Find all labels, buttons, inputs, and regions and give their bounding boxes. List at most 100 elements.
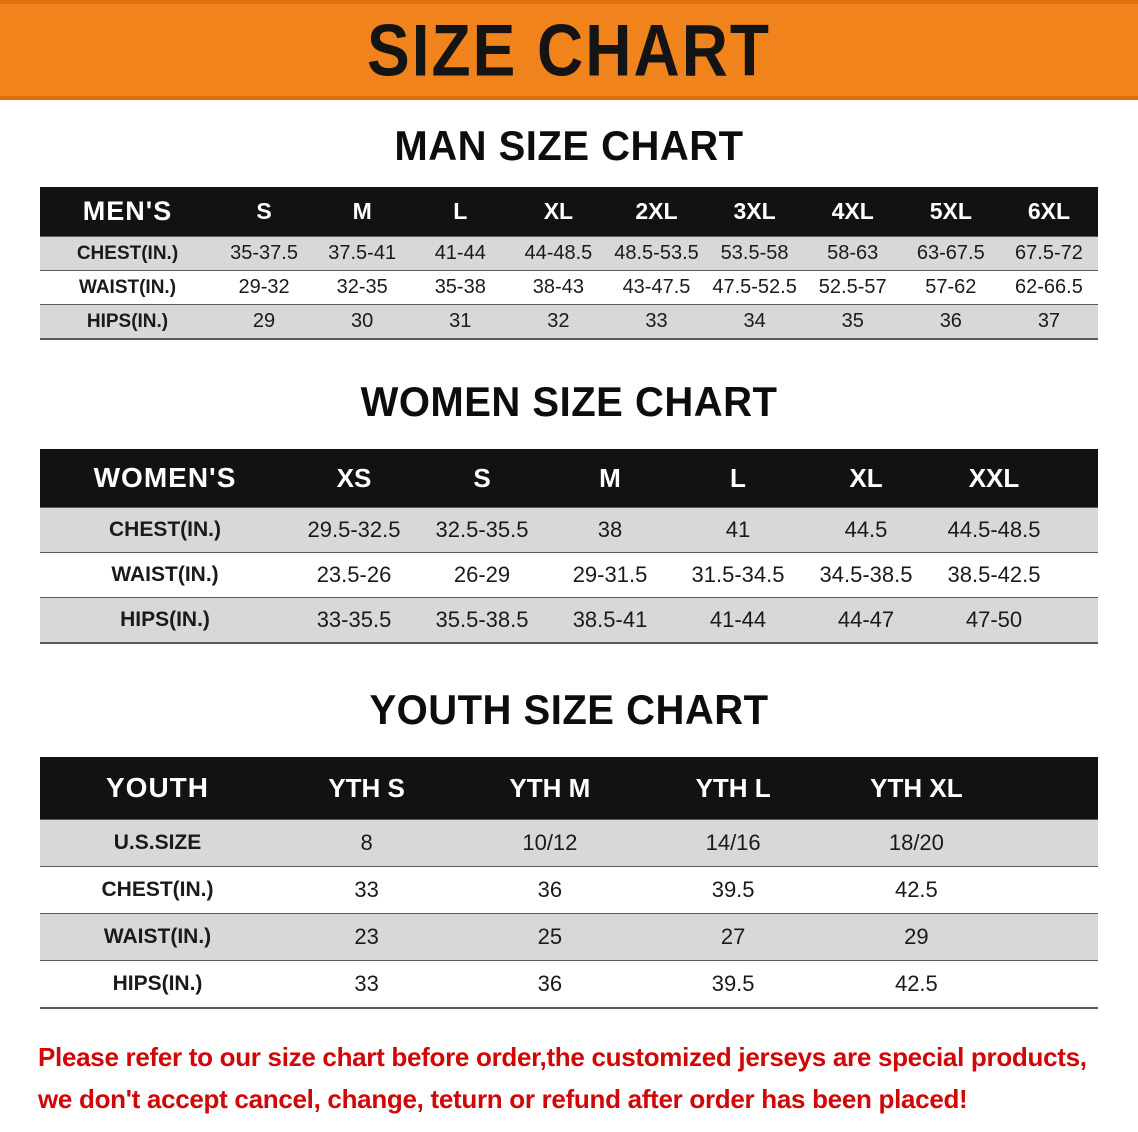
table-head: YOUTH YTH S YTH M YTH L YTH XL	[40, 757, 1098, 820]
size-column-header: YTH M	[509, 772, 591, 803]
disclaimer-line-1: Please refer to our size chart before or…	[38, 1042, 1087, 1072]
size-column-header: 4XL	[831, 198, 874, 224]
size-value-cell: 29	[904, 924, 929, 949]
size-value-cell: 34.5-38.5	[819, 562, 913, 587]
size-value-cell: 47-50	[965, 607, 1023, 632]
size-value-cell: 44.5-48.5	[947, 517, 1041, 542]
size-column-header: M	[352, 198, 372, 224]
size-column-header: L	[453, 198, 468, 224]
size-value-cell: 44-48.5	[524, 242, 593, 264]
size-value-cell: 38	[597, 517, 623, 542]
size-value-cell: 32.5-35.5	[435, 517, 529, 542]
size-value-cell: 47.5-52.5	[712, 276, 797, 298]
section-women: WOMEN SIZE CHART WOMEN'S XS S M L XL XXL CHEST(…	[0, 340, 1138, 644]
size-value-cell: 30	[351, 310, 374, 332]
spacer-cell	[1008, 867, 1098, 914]
size-value-cell: 31	[449, 310, 472, 332]
size-value-cell: 29	[252, 310, 276, 332]
spacer-cell	[1008, 914, 1098, 961]
size-value-cell: 34	[743, 310, 766, 332]
size-value-cell: 26-29	[453, 562, 511, 587]
row-label: CHEST(IN.)	[76, 242, 179, 264]
size-value-cell: 23	[354, 924, 379, 949]
size-value-cell: 36	[537, 971, 563, 996]
row-label: U.S.SIZE	[113, 831, 202, 854]
table-head: WOMEN'S XS S M L XL XXL	[40, 449, 1098, 508]
table-row: WAIST(IN.) 23.5-26 26-29 29-31.5 31.5-34.5 34…	[40, 552, 1098, 598]
size-value-cell: 57-62	[925, 276, 977, 298]
youth-size-table: YOUTH YTH S YTH M YTH L YTH XL U.S.SIZE 8 10/12…	[40, 757, 1098, 1009]
size-value-cell: 63-67.5	[916, 242, 985, 264]
size-value-cell: 43-47.5	[622, 276, 691, 298]
size-value-cell: 33	[354, 971, 379, 996]
size-value-cell: 38-43	[532, 276, 584, 298]
size-value-cell: 41-44	[709, 607, 767, 632]
size-value-cell: 62-66.5	[1015, 276, 1083, 298]
table-title-cell: WOMEN'S	[93, 462, 237, 493]
table-body: CHEST(IN.) 29.5-32.5 32.5-35.5 38 41 44.5 44.5…	[40, 507, 1098, 643]
size-column-header: 3XL	[733, 198, 776, 224]
section-youth: YOUTH SIZE CHART YOUTH YTH S YTH M YTH L YTH…	[0, 644, 1138, 1009]
row-label: HIPS(IN.)	[120, 608, 210, 631]
banner-title: SIZE CHART	[367, 8, 771, 92]
size-value-cell: 38.5-42.5	[947, 562, 1041, 587]
size-value-cell: 33	[645, 310, 668, 332]
section-heading-men: MAN SIZE CHART	[394, 123, 744, 170]
table-row: HIPS(IN.) 33-35.5 35.5-38.5 38.5-41 41-44 44-…	[40, 597, 1098, 643]
size-column-header: XL	[543, 198, 574, 224]
row-label: WAIST(IN.)	[78, 276, 177, 298]
size-column-header: 2XL	[635, 198, 678, 224]
table-row: CHEST(IN.) 35-37.5 37.5-41 41-44 44-48.5 48.5…	[40, 236, 1098, 271]
table-title-cell: MEN'S	[82, 196, 173, 226]
banner: SIZE CHART	[0, 0, 1138, 100]
size-column-header: 5XL	[929, 198, 972, 224]
size-value-cell: 35	[841, 310, 864, 332]
size-value-cell: 32-35	[336, 276, 388, 298]
size-value-cell: 23.5-26	[316, 562, 392, 587]
section-men: MAN SIZE CHART MEN'S S M L XL 2XL 3XL 4XL 5XL 6XL…	[0, 100, 1138, 340]
size-column-header: YTH L	[695, 772, 771, 803]
size-value-cell: 33	[354, 877, 379, 902]
size-value-cell: 36	[537, 877, 563, 902]
size-value-cell: 41	[725, 517, 751, 542]
size-column-header: S	[256, 198, 272, 224]
size-value-cell: 31.5-34.5	[691, 562, 785, 587]
size-value-cell: 36	[939, 310, 962, 332]
size-column-header: XS	[336, 462, 372, 493]
spacer-cell	[1008, 961, 1098, 1009]
row-label: HIPS(IN.)	[112, 972, 203, 995]
size-value-cell: 29.5-32.5	[307, 517, 401, 542]
size-value-cell: 38.5-41	[572, 607, 648, 632]
size-value-cell: 42.5	[894, 971, 938, 996]
size-column-header: YTH XL	[870, 772, 963, 803]
size-value-cell: 14/16	[705, 830, 761, 855]
size-value-cell: 8	[360, 830, 373, 855]
size-value-cell: 35-38	[434, 276, 486, 298]
size-value-cell: 44.5	[844, 517, 888, 542]
size-value-cell: 53.5-58	[720, 242, 789, 264]
size-value-cell: 29-31.5	[572, 562, 648, 587]
table-row: WAIST(IN.) 23 25 27 29	[40, 913, 1098, 961]
table-row: WAIST(IN.) 29-32 32-35 35-38 38-43 43-47.5 47.…	[40, 270, 1098, 305]
table-header-row: WOMEN'S XS S M L XL XXL	[40, 449, 1098, 508]
spacer-cell	[1008, 820, 1098, 867]
size-value-cell: 58-63	[827, 242, 879, 264]
size-value-cell: 39.5	[711, 971, 755, 996]
size-column-header: M	[599, 462, 621, 493]
size-value-cell: 39.5	[711, 877, 755, 902]
row-label: WAIST(IN.)	[111, 563, 219, 586]
table-header-row: MEN'S S M L XL 2XL 3XL 4XL 5XL 6XL	[40, 187, 1098, 237]
size-column-header: L	[730, 462, 746, 493]
size-value-cell: 48.5-53.5	[614, 242, 699, 264]
size-value-cell: 42.5	[894, 877, 938, 902]
size-value-cell: 10/12	[522, 830, 578, 855]
size-value-cell: 32	[547, 310, 570, 332]
size-value-cell: 41-44	[434, 242, 486, 264]
row-label: CHEST(IN.)	[109, 518, 221, 541]
size-value-cell: 67.5-72	[1015, 242, 1083, 264]
table-row: HIPS(IN.) 29 30 31 32 33 34 35 36 37	[40, 304, 1098, 339]
size-value-cell: 44-47	[837, 607, 895, 632]
table-row: CHEST(IN.) 29.5-32.5 32.5-35.5 38 41 44.5 44.5…	[40, 507, 1098, 553]
spacer-cell	[1058, 553, 1098, 598]
